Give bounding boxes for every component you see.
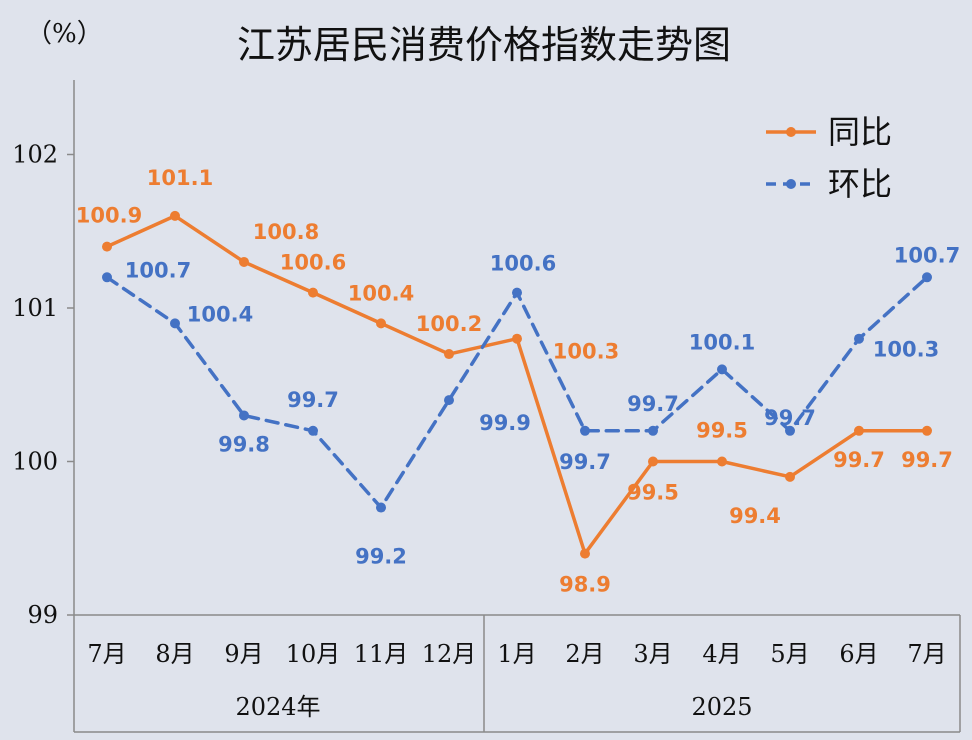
data-point-环比: [717, 364, 727, 375]
data-label-同比: 98.9: [559, 573, 611, 597]
x-tick-label: 4月: [702, 640, 741, 668]
data-point-同比: [512, 333, 522, 344]
data-point-环比: [785, 425, 795, 436]
data-label-环比: 100.6: [490, 252, 556, 276]
data-label-环比: 99.9: [479, 411, 531, 435]
data-label-环比: 99.7: [287, 388, 339, 412]
data-label-环比: 100.3: [873, 338, 939, 362]
x-tick-label: 3月: [633, 640, 672, 668]
year-group-label: 2025: [691, 693, 752, 721]
data-point-同比: [854, 425, 864, 436]
x-tick-label: 9月: [224, 640, 263, 668]
data-label-同比: 100.4: [348, 281, 414, 305]
data-label-环比: 100.7: [894, 243, 960, 267]
x-tick-label: 11月: [354, 640, 409, 668]
data-point-同比: [308, 287, 318, 298]
y-tick-label: 101: [12, 294, 58, 322]
x-tick-label: 1月: [497, 640, 536, 668]
data-point-同比: [376, 318, 386, 329]
data-label-环比: 100.1: [689, 330, 755, 354]
data-label-同比: 100.2: [416, 312, 482, 336]
y-tick-label: 99: [27, 601, 58, 629]
data-label-同比: 99.5: [627, 481, 679, 505]
y-tick-label: 100: [12, 448, 58, 476]
legend-label-环比: 环比: [828, 165, 892, 203]
data-label-环比: 99.8: [218, 432, 270, 456]
x-tick-label: 6月: [839, 640, 878, 668]
data-label-同比: 100.3: [553, 340, 619, 364]
data-point-环比: [239, 410, 249, 421]
x-tick-label: 7月: [87, 640, 126, 668]
data-label-同比: 101.1: [147, 166, 213, 190]
data-point-同比: [922, 425, 932, 436]
data-label-同比: 100.6: [280, 251, 346, 275]
data-label-环比: 100.7: [125, 258, 191, 282]
data-point-环比: [376, 502, 386, 513]
data-point-同比: [239, 256, 249, 267]
data-point-环比: [308, 425, 318, 436]
data-point-环比: [580, 425, 590, 436]
data-point-同比: [580, 548, 590, 559]
data-label-环比: 99.2: [355, 545, 407, 569]
data-point-环比: [170, 318, 180, 329]
data-label-同比: 100.8: [253, 220, 319, 244]
legend-marker-环比: [786, 179, 796, 189]
x-tick-label: 5月: [770, 640, 809, 668]
data-point-同比: [717, 456, 727, 467]
data-label-同比: 99.5: [696, 419, 748, 443]
data-label-环比: 99.7: [627, 392, 679, 416]
data-point-同比: [444, 349, 454, 360]
unit-label: （%）: [26, 19, 103, 49]
x-tick-label: 8月: [155, 640, 194, 668]
data-label-环比: 100.4: [187, 302, 253, 326]
data-point-同比: [648, 456, 658, 467]
data-label-同比: 99.7: [833, 448, 885, 472]
data-point-同比: [102, 241, 112, 252]
data-point-同比: [170, 210, 180, 221]
x-tick-label: 10月: [286, 640, 341, 668]
data-point-环比: [648, 425, 658, 436]
data-label-同比: 99.7: [901, 448, 953, 472]
data-label-同比: 100.9: [76, 204, 142, 228]
data-label-环比: 99.7: [764, 406, 816, 430]
legend-label-同比: 同比: [828, 113, 892, 151]
x-tick-label: 7月: [907, 640, 946, 668]
x-tick-label: 12月: [422, 640, 477, 668]
y-tick-label: 102: [12, 141, 58, 169]
legend-marker-同比: [786, 127, 796, 137]
data-point-环比: [512, 287, 522, 298]
data-point-环比: [854, 333, 864, 344]
data-point-环比: [444, 395, 454, 406]
data-label-同比: 99.4: [729, 504, 781, 528]
data-point-同比: [785, 471, 795, 482]
data-label-环比: 99.7: [559, 450, 611, 474]
x-tick-label: 2月: [565, 640, 604, 668]
chart-title: 江苏居民消费价格指数走势图: [237, 23, 731, 67]
data-point-环比: [102, 272, 112, 283]
year-group-label: 2024年: [235, 693, 320, 721]
data-point-环比: [922, 272, 932, 283]
